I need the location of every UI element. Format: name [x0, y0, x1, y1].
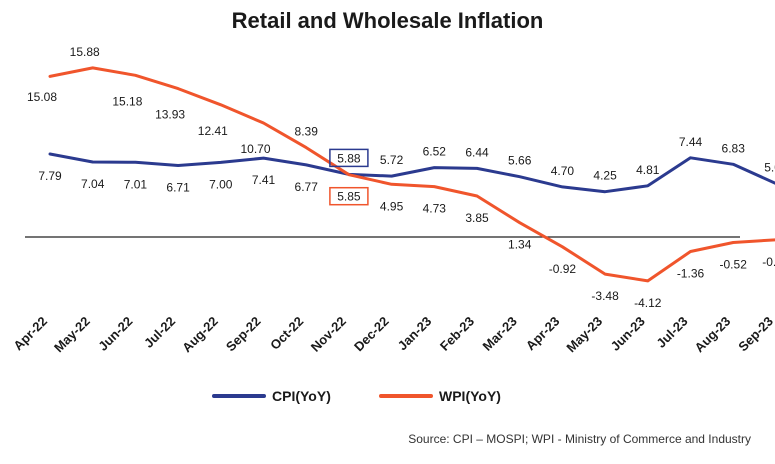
wpi-value-label-aug-23: -0.52 — [720, 258, 748, 272]
x-tick-aug-22: Aug-22 — [179, 314, 221, 356]
cpi-value-label-feb-23: 6.44 — [465, 145, 489, 159]
x-tick-jun-23: Jun-23 — [608, 314, 648, 354]
x-tick-sep-22: Sep-22 — [223, 314, 264, 355]
cpi-value-label-aug-23: 6.83 — [722, 141, 746, 155]
legend-wpi-label: WPI(YoY) — [439, 388, 501, 404]
wpi-value-label-jan-23: 4.73 — [423, 202, 447, 216]
x-tick-oct-22: Oct-22 — [267, 314, 306, 353]
cpi-value-label-oct-22: 6.77 — [295, 180, 319, 194]
wpi-series-line — [48, 66, 775, 283]
cpi-value-label-jun-22: 7.01 — [124, 177, 148, 191]
wpi-value-label-jul-22: 13.93 — [155, 108, 185, 122]
wpi-value-label-aug-22: 12.41 — [198, 124, 228, 138]
cpi-value-label-may-23: 4.25 — [593, 169, 617, 183]
x-tick-jul-22: Jul-22 — [141, 314, 178, 351]
x-tick-may-22: May-22 — [51, 314, 93, 356]
cpi-value-label-sep-22: 7.41 — [252, 173, 276, 187]
x-tick-dec-22: Dec-22 — [351, 314, 392, 355]
wpi-highlight-box — [329, 186, 369, 206]
cpi-value-label-aug-22: 7.00 — [209, 177, 233, 191]
cpi-value-label-sep-23: 5.02 — [764, 161, 775, 175]
wpi-value-label-may-22: 15.88 — [70, 45, 100, 59]
x-tick-jul-23: Jul-23 — [653, 314, 690, 351]
wpi-value-label-feb-23: 3.85 — [465, 211, 489, 225]
source-note: Source: CPI – MOSPI; WPI - Ministry of C… — [408, 432, 751, 446]
x-tick-sep-23: Sep-23 — [735, 314, 775, 355]
x-tick-nov-22: Nov-22 — [308, 314, 349, 355]
wpi-value-label-mar-23: 1.34 — [508, 238, 532, 252]
wpi-value-label-sep-22: 10.70 — [240, 142, 270, 156]
cpi-series-line — [48, 152, 775, 194]
wpi-value-label-dec-22: 4.95 — [380, 199, 404, 213]
wpi-value-label-nov-22: 5.85 — [337, 190, 361, 204]
cpi-value-label-may-22: 7.04 — [81, 177, 105, 191]
wpi-value-label-jun-23: -4.12 — [634, 296, 662, 310]
wpi-value-label-may-23: -3.48 — [591, 289, 619, 303]
wpi-value-label-sep-23: -0.26 — [762, 255, 775, 269]
wpi-value-label-oct-22: 8.39 — [295, 125, 319, 139]
x-tick-apr-23: Apr-23 — [523, 314, 563, 354]
wpi-value-label-jul-23: -1.36 — [677, 267, 705, 281]
cpi-value-label-nov-22: 5.88 — [337, 151, 361, 165]
wpi-value-label-apr-22: 15.08 — [27, 90, 57, 104]
chart-title: Retail and Wholesale Inflation — [231, 8, 544, 33]
cpi-value-label-mar-23: 5.66 — [508, 154, 532, 168]
x-tick-jan-23: Jan-23 — [395, 314, 435, 354]
cpi-value-label-jul-22: 6.71 — [166, 181, 190, 195]
x-tick-feb-23: Feb-23 — [437, 314, 477, 354]
cpi-value-label-apr-22: 7.79 — [38, 169, 62, 183]
cpi-highlight-box — [329, 148, 369, 168]
x-tick-apr-22: Apr-22 — [10, 314, 50, 354]
cpi-value-label-jun-23: 4.81 — [636, 163, 660, 177]
x-tick-mar-23: Mar-23 — [480, 314, 520, 354]
x-tick-jun-22: Jun-22 — [95, 314, 135, 354]
x-tick-may-23: May-23 — [563, 314, 605, 356]
cpi-value-label-jan-23: 6.52 — [423, 145, 447, 159]
cpi-value-label-dec-22: 5.72 — [380, 153, 404, 167]
legend-cpi-label: CPI(YoY) — [272, 388, 331, 404]
wpi-value-label-jun-22: 15.18 — [112, 94, 142, 108]
cpi-value-label-jul-23: 7.44 — [679, 135, 703, 149]
cpi-value-label-apr-23: 4.70 — [551, 164, 575, 178]
wpi-value-label-apr-23: -0.92 — [549, 262, 577, 276]
x-tick-aug-23: Aug-23 — [692, 314, 734, 356]
